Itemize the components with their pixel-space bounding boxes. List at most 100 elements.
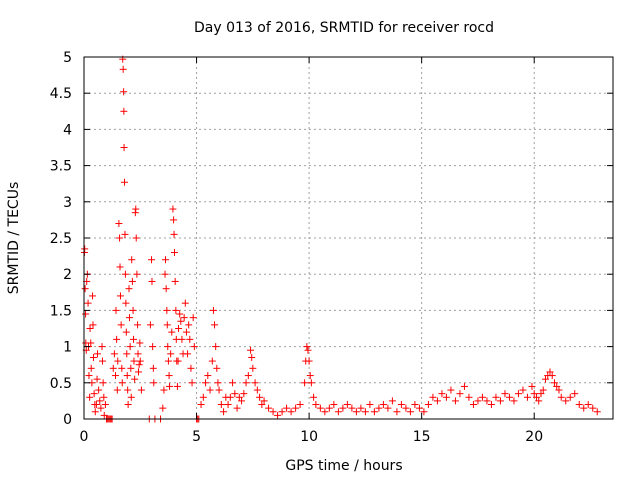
data-point <box>265 404 273 412</box>
data-point <box>593 408 601 416</box>
data-point <box>164 357 172 365</box>
data-point <box>528 382 536 390</box>
data-point <box>204 372 212 380</box>
data-point <box>97 404 105 412</box>
x-tick-label: 10 <box>300 429 318 445</box>
data-point <box>121 230 129 238</box>
data-point <box>209 306 217 314</box>
data-point <box>469 401 477 409</box>
data-point <box>100 393 108 401</box>
y-axis-label: SRMTID / TECUs <box>6 182 22 295</box>
data-point <box>96 397 104 405</box>
data-point <box>487 401 495 409</box>
data-point <box>128 256 136 264</box>
data-point <box>87 339 95 347</box>
data-point <box>305 357 313 365</box>
data-point <box>505 393 513 401</box>
x-axis-label: GPS time / hours <box>285 458 402 474</box>
data-point <box>242 379 250 387</box>
y-tick-label: 4.5 <box>50 86 72 102</box>
data-point <box>178 335 186 343</box>
data-point <box>177 317 185 325</box>
data-point <box>125 285 133 293</box>
data-point <box>166 382 174 390</box>
data-point <box>447 386 455 394</box>
data-point <box>292 404 300 412</box>
data-point <box>249 364 257 372</box>
data-point <box>566 393 574 401</box>
y-tick-label: 2 <box>63 267 72 283</box>
data-point <box>325 404 333 412</box>
data-point <box>397 401 405 409</box>
data-point <box>123 372 131 380</box>
data-point <box>523 393 531 401</box>
data-point <box>548 372 556 380</box>
data-point <box>370 408 378 416</box>
data-point <box>384 404 392 412</box>
data-point <box>163 321 171 329</box>
data-point <box>304 346 312 354</box>
data-point <box>451 397 459 405</box>
data-point <box>120 88 128 96</box>
data-point <box>133 270 141 278</box>
data-point <box>312 401 320 409</box>
data-point <box>217 401 225 409</box>
data-point <box>247 346 255 354</box>
data-point <box>122 328 130 336</box>
data-point <box>199 393 207 401</box>
data-point <box>555 386 563 394</box>
data-point <box>176 310 184 318</box>
data-point <box>235 393 243 401</box>
data-point <box>496 397 504 405</box>
data-point <box>442 393 450 401</box>
data-point <box>301 379 309 387</box>
data-point <box>429 393 437 401</box>
data-point <box>175 325 183 332</box>
data-point <box>132 205 140 213</box>
data-point <box>510 397 518 405</box>
data-point <box>253 386 261 394</box>
data-point <box>119 65 127 73</box>
data-point <box>546 368 554 376</box>
data-point <box>184 350 192 358</box>
data-point <box>411 401 419 409</box>
data-point <box>115 220 123 228</box>
data-point <box>415 404 423 412</box>
data-point <box>334 408 342 416</box>
y-tick-label: 0.5 <box>50 376 72 392</box>
data-point <box>492 393 500 401</box>
data-point <box>550 379 558 387</box>
data-point <box>231 390 239 398</box>
data-point <box>136 357 144 365</box>
y-tick-label: 3.5 <box>50 159 72 175</box>
data-point <box>541 375 549 383</box>
data-point <box>188 379 196 387</box>
data-point <box>129 306 137 314</box>
grid-lines <box>84 57 613 419</box>
data-point <box>379 401 387 409</box>
data-point <box>137 386 145 394</box>
data-point <box>189 314 197 322</box>
data-point <box>310 393 318 401</box>
data-point <box>86 393 94 401</box>
data-point <box>95 386 103 394</box>
data-point <box>248 353 256 361</box>
x-tick-label: 15 <box>413 429 431 445</box>
data-point <box>182 328 190 336</box>
data-point <box>173 382 181 390</box>
data-point <box>86 325 94 332</box>
data-point <box>339 404 347 412</box>
data-point <box>530 390 538 398</box>
data-point <box>114 357 122 365</box>
data-point <box>424 401 432 409</box>
data-point <box>388 397 396 405</box>
data-point <box>224 401 232 409</box>
data-point <box>474 397 482 405</box>
x-tick-label: 5 <box>192 429 201 445</box>
data-point <box>535 397 543 405</box>
data-point <box>303 343 311 351</box>
data-point <box>163 306 171 314</box>
data-point <box>187 364 195 372</box>
data-point <box>287 408 295 416</box>
data-point <box>118 379 126 387</box>
